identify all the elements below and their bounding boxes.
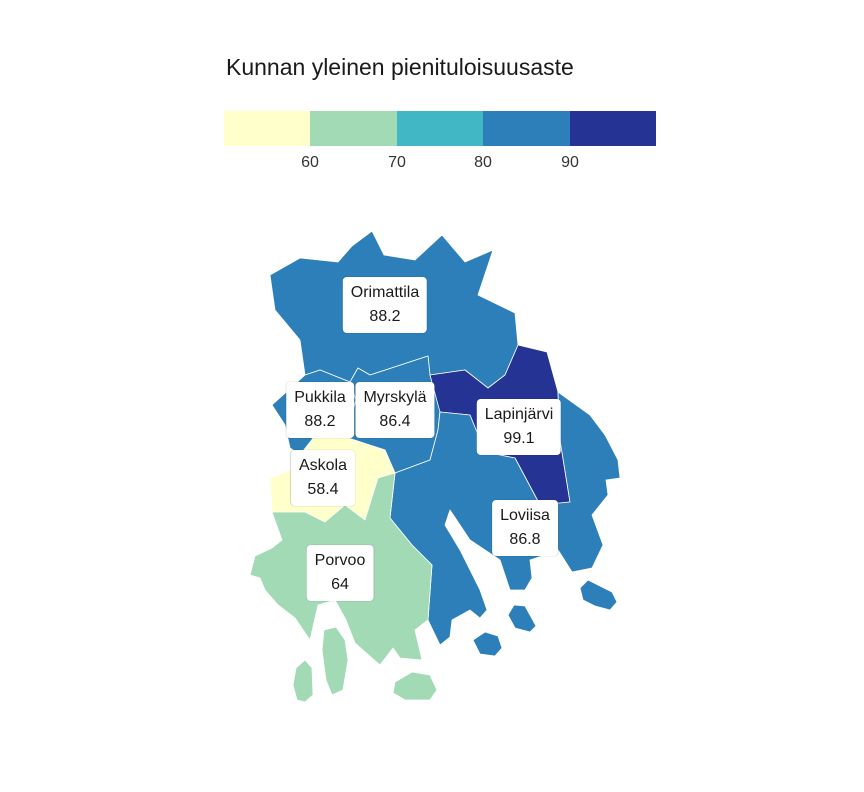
island-loviisa-3 [579, 579, 618, 611]
municipality-name: Orimattila [350, 284, 420, 301]
color-legend [224, 111, 657, 146]
legend-bin-3 [396, 111, 484, 146]
legend-bin-5 [569, 111, 657, 146]
label-orimattila: Orimattila 88.2 [342, 277, 428, 333]
municipality-name: Loviisa [500, 507, 550, 524]
municipality-value: 58.4 [307, 481, 339, 498]
legend-bin-2 [310, 111, 397, 146]
island-loviisa-1 [472, 631, 503, 657]
map-title: Kunnan yleinen pienituloisuusaste [226, 54, 574, 80]
municipality-value: 86.8 [509, 531, 541, 548]
legend-tick: 90 [561, 154, 579, 171]
municipality-name: Myrskylä [363, 389, 427, 406]
municipality-value: 88.2 [369, 308, 401, 325]
municipality-name: Porvoo [314, 552, 366, 569]
municipality-name: Askola [298, 457, 348, 474]
label-loviisa: Loviisa 86.8 [492, 500, 558, 556]
island-porvoo-2 [321, 626, 349, 696]
municipality-name: Pukkila [294, 389, 346, 406]
municipality-name: Lapinjärvi [484, 406, 554, 423]
legend-tick: 70 [388, 154, 406, 171]
legend-tick: 80 [474, 154, 492, 171]
municipality-value: 99.1 [503, 430, 535, 447]
island-loviisa-2 [507, 604, 537, 633]
municipality-value: 64 [331, 576, 349, 593]
label-lapinjarvi: Lapinjärvi 99.1 [476, 399, 562, 455]
label-askola: Askola 58.4 [290, 450, 356, 506]
label-pukkila: Pukkila 88.2 [286, 382, 354, 438]
legend-ticks: 60 70 80 90 [224, 154, 656, 174]
island-porvoo-1 [292, 659, 314, 703]
label-porvoo: Porvoo 64 [306, 545, 374, 601]
island-porvoo-3 [392, 671, 438, 701]
municipality-value: 88.2 [304, 413, 336, 430]
legend-tick: 60 [301, 154, 319, 171]
legend-bin-1 [224, 111, 311, 146]
legend-bin-4 [483, 111, 570, 146]
label-myrskyla: Myrskylä 86.4 [355, 382, 435, 438]
municipality-value: 86.4 [379, 413, 411, 430]
